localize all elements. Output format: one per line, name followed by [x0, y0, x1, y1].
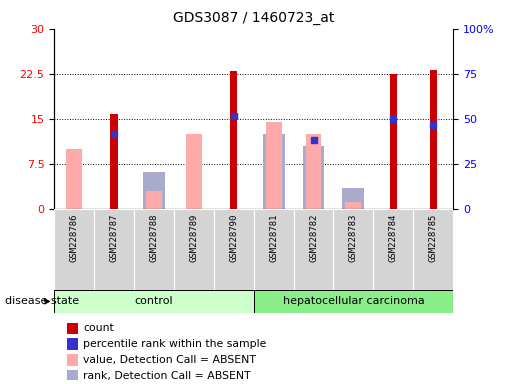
Text: GSM228785: GSM228785: [429, 214, 438, 262]
Text: percentile rank within the sample: percentile rank within the sample: [83, 339, 266, 349]
Bar: [390, 74, 397, 209]
Bar: [146, 191, 162, 209]
Text: GSM228786: GSM228786: [70, 214, 78, 262]
Bar: [305, 134, 321, 209]
Text: control: control: [134, 296, 173, 306]
Bar: [67, 370, 77, 381]
Bar: [66, 149, 82, 209]
Bar: [253, 290, 453, 313]
Bar: [67, 354, 77, 366]
Text: GSM228789: GSM228789: [190, 214, 198, 262]
Text: GSM228781: GSM228781: [269, 214, 278, 262]
Bar: [67, 323, 77, 334]
Bar: [342, 188, 365, 209]
Text: GSM228782: GSM228782: [309, 214, 318, 262]
Bar: [430, 70, 437, 209]
Bar: [54, 209, 94, 290]
Text: GSM228783: GSM228783: [349, 214, 358, 262]
Bar: [253, 209, 294, 290]
Bar: [186, 134, 202, 209]
Text: count: count: [83, 323, 114, 333]
Bar: [413, 209, 453, 290]
Bar: [143, 172, 165, 209]
Text: GSM228787: GSM228787: [110, 214, 118, 262]
Bar: [263, 134, 285, 209]
Bar: [266, 122, 282, 209]
Bar: [373, 209, 413, 290]
Bar: [94, 209, 134, 290]
Bar: [230, 71, 237, 209]
Text: disease state: disease state: [5, 296, 79, 306]
Text: hepatocellular carcinoma: hepatocellular carcinoma: [283, 296, 424, 306]
Bar: [134, 209, 174, 290]
Text: GSM228788: GSM228788: [149, 214, 158, 262]
Bar: [334, 209, 373, 290]
Bar: [110, 114, 117, 209]
Title: GDS3087 / 1460723_at: GDS3087 / 1460723_at: [173, 11, 334, 25]
Text: GSM228784: GSM228784: [389, 214, 398, 262]
Text: value, Detection Call = ABSENT: value, Detection Call = ABSENT: [83, 355, 256, 365]
Bar: [54, 290, 253, 313]
Bar: [214, 209, 253, 290]
Bar: [346, 202, 362, 209]
Text: GSM228790: GSM228790: [229, 214, 238, 262]
Bar: [294, 209, 334, 290]
Text: rank, Detection Call = ABSENT: rank, Detection Call = ABSENT: [83, 371, 251, 381]
Bar: [302, 146, 324, 209]
Bar: [67, 338, 77, 350]
Bar: [174, 209, 214, 290]
